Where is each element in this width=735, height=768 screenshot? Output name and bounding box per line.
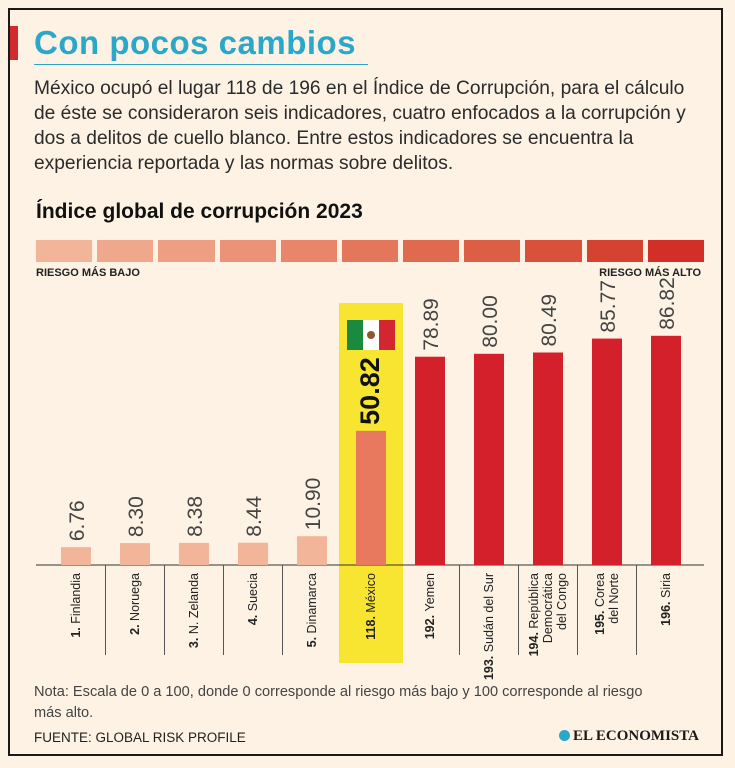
category-name: Corea xyxy=(593,573,607,607)
category-name: República xyxy=(527,573,541,629)
category-name: del Norte xyxy=(607,573,621,624)
risk-low-label: RIESGO MÁS BAJO xyxy=(36,267,140,279)
data-label: 85.77 xyxy=(597,280,620,333)
scale-segment xyxy=(647,240,704,262)
bar xyxy=(61,547,91,565)
scale-segment xyxy=(97,240,154,262)
category-name: N. Zelanda xyxy=(187,573,201,634)
bar xyxy=(179,542,209,565)
data-label: 78.89 xyxy=(420,298,443,351)
brand-name: EL ECONOMISTA xyxy=(573,728,699,744)
bar xyxy=(120,543,150,565)
category-rank: 5. xyxy=(305,633,319,647)
category-name: Sudán del Sur xyxy=(482,573,496,652)
category-label: 4. Suecia xyxy=(246,573,260,625)
scale-segment xyxy=(586,240,643,262)
bar xyxy=(415,356,445,565)
bar xyxy=(356,430,386,565)
page-title: Con pocos cambios xyxy=(34,24,357,61)
bar xyxy=(651,335,681,565)
data-label: 8.30 xyxy=(125,496,148,537)
category-rank: 3. xyxy=(187,634,201,648)
category-rank: 192. xyxy=(423,611,437,639)
category-name: Siria xyxy=(659,573,673,598)
category-label: 3. N. Zelanda xyxy=(187,573,201,648)
category-label: 192. Yemen xyxy=(423,573,437,639)
flag-emblem-icon xyxy=(367,331,375,339)
data-label: 10.90 xyxy=(302,478,325,531)
data-label: 50.82 xyxy=(355,357,385,425)
scale-segment xyxy=(464,240,521,262)
category-rank: 118. xyxy=(364,613,378,640)
title-underline xyxy=(34,64,368,65)
title-accent-bar xyxy=(10,26,18,60)
data-label: 8.44 xyxy=(243,496,266,537)
infographic-frame: Con pocos cambios México ocupó el lugar … xyxy=(8,8,723,756)
bar xyxy=(297,536,327,565)
flag-red-stripe xyxy=(379,320,395,350)
scale-segment xyxy=(36,240,93,262)
category-rank: 195. xyxy=(593,607,607,635)
category-name: Democrática xyxy=(541,573,555,643)
data-label: 8.38 xyxy=(184,496,207,537)
category-rank: 196. xyxy=(659,598,673,626)
category-name: Dinamarca xyxy=(305,573,319,633)
bar xyxy=(238,542,268,565)
category-label: 196. Siria xyxy=(659,573,673,626)
category-label: Democrática xyxy=(541,573,555,643)
category-label: 118. México xyxy=(364,573,378,640)
category-name: Noruega xyxy=(128,573,142,621)
category-name: México xyxy=(364,573,378,613)
data-label: 6.76 xyxy=(66,500,89,541)
brand-logo: EL ECONOMISTA xyxy=(559,728,699,745)
category-label: 5. Dinamarca xyxy=(305,573,319,647)
category-name: Suecia xyxy=(246,573,260,611)
bar xyxy=(474,353,504,565)
data-label: 80.49 xyxy=(538,294,561,347)
source-label: FUENTE: GLOBAL RISK PROFILE xyxy=(34,730,246,745)
category-rank: 1. xyxy=(69,624,83,638)
category-label: del Norte xyxy=(607,573,621,624)
category-label: del Congo xyxy=(555,573,569,630)
category-label: 2. Noruega xyxy=(128,573,142,635)
intro-text: México ocupó el lugar 118 de 196 en el Í… xyxy=(34,78,686,174)
category-label: 194. República xyxy=(527,573,541,656)
scale-segment xyxy=(525,240,582,262)
footnote: Nota: Escala de 0 a 100, donde 0 corresp… xyxy=(34,684,643,721)
category-name: del Congo xyxy=(555,573,569,630)
scale-segment xyxy=(280,240,337,262)
bar xyxy=(533,352,563,565)
bar xyxy=(592,338,622,565)
category-label: 1. Finlandia xyxy=(69,573,83,638)
category-label: 193. Sudán del Sur xyxy=(482,573,496,680)
category-rank: 2. xyxy=(128,621,142,635)
scale-segment xyxy=(403,240,460,262)
risk-color-scale xyxy=(36,240,704,262)
risk-high-label: RIESGO MÁS ALTO xyxy=(599,267,701,279)
category-rank: 194. xyxy=(527,629,541,657)
category-label: 195. Corea xyxy=(593,573,607,635)
data-label: 86.82 xyxy=(656,277,679,330)
scale-segment xyxy=(341,240,399,262)
category-name: Finlandia xyxy=(69,573,83,624)
scale-segment xyxy=(219,240,276,262)
brand-globe-icon xyxy=(559,730,570,741)
category-rank: 193. xyxy=(482,652,496,680)
category-name: Yemen xyxy=(423,573,437,612)
category-rank: 4. xyxy=(246,611,260,625)
chart-title: Índice global de corrupción 2023 xyxy=(36,200,363,223)
scale-segment xyxy=(158,240,215,262)
corruption-bar-chart: 6.76 1. Finlandia 8.30 2. Noruega 8.38 3. N. … xyxy=(36,277,704,680)
flag-green-stripe xyxy=(347,320,363,350)
data-label: 80.00 xyxy=(479,295,502,348)
